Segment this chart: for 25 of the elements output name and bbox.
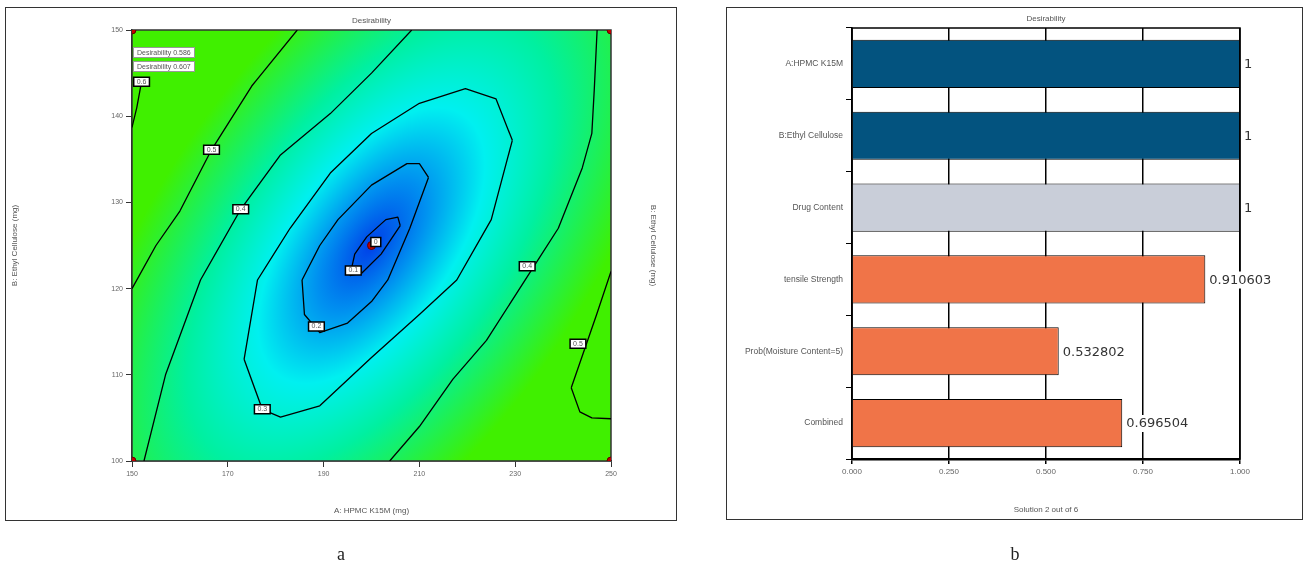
y2-axis-title: B: Ethyl Cellulose (mg) bbox=[649, 204, 658, 287]
text: b bbox=[1010, 544, 1020, 565]
y-tick-label: B:Ethyl Cellulose bbox=[778, 130, 844, 141]
x-tick-label: 0.500 bbox=[1035, 467, 1057, 476]
data-label: 1 bbox=[1244, 56, 1253, 72]
x-axis-title: A: HPMC K15M (mg) bbox=[333, 506, 410, 516]
data-label: 1 bbox=[1244, 128, 1253, 144]
x-tick-label: 0.250 bbox=[938, 467, 960, 476]
y-tick-label: Prob(Moisture Content=5) bbox=[744, 345, 844, 356]
x-tick-label: 1.000 bbox=[1229, 467, 1251, 476]
x-tick-label: 0.750 bbox=[1132, 467, 1154, 476]
x-axis-title: Solution 2 out of 6 bbox=[1013, 505, 1079, 515]
y-tick-label: Combined bbox=[804, 417, 844, 428]
y-tick-label: A:HPMC K15M bbox=[785, 58, 843, 69]
chart-title: Desirability bbox=[351, 16, 392, 25]
x-tick-label: 0.000 bbox=[841, 467, 863, 476]
data-label: 0.696504 bbox=[1126, 415, 1189, 431]
data-label: 0.532802 bbox=[1062, 343, 1125, 359]
y-axis-title: B: Ethyl Cellulose (mg) bbox=[10, 204, 19, 287]
data-label: 1 bbox=[1244, 199, 1253, 215]
y-tick-label: Drug Content bbox=[792, 201, 844, 212]
data-label: 0.910603 bbox=[1209, 271, 1272, 287]
text: a bbox=[337, 544, 345, 565]
chart-title: Desirability bbox=[1026, 14, 1066, 23]
y-tick-label: tensile Strength bbox=[783, 273, 844, 284]
